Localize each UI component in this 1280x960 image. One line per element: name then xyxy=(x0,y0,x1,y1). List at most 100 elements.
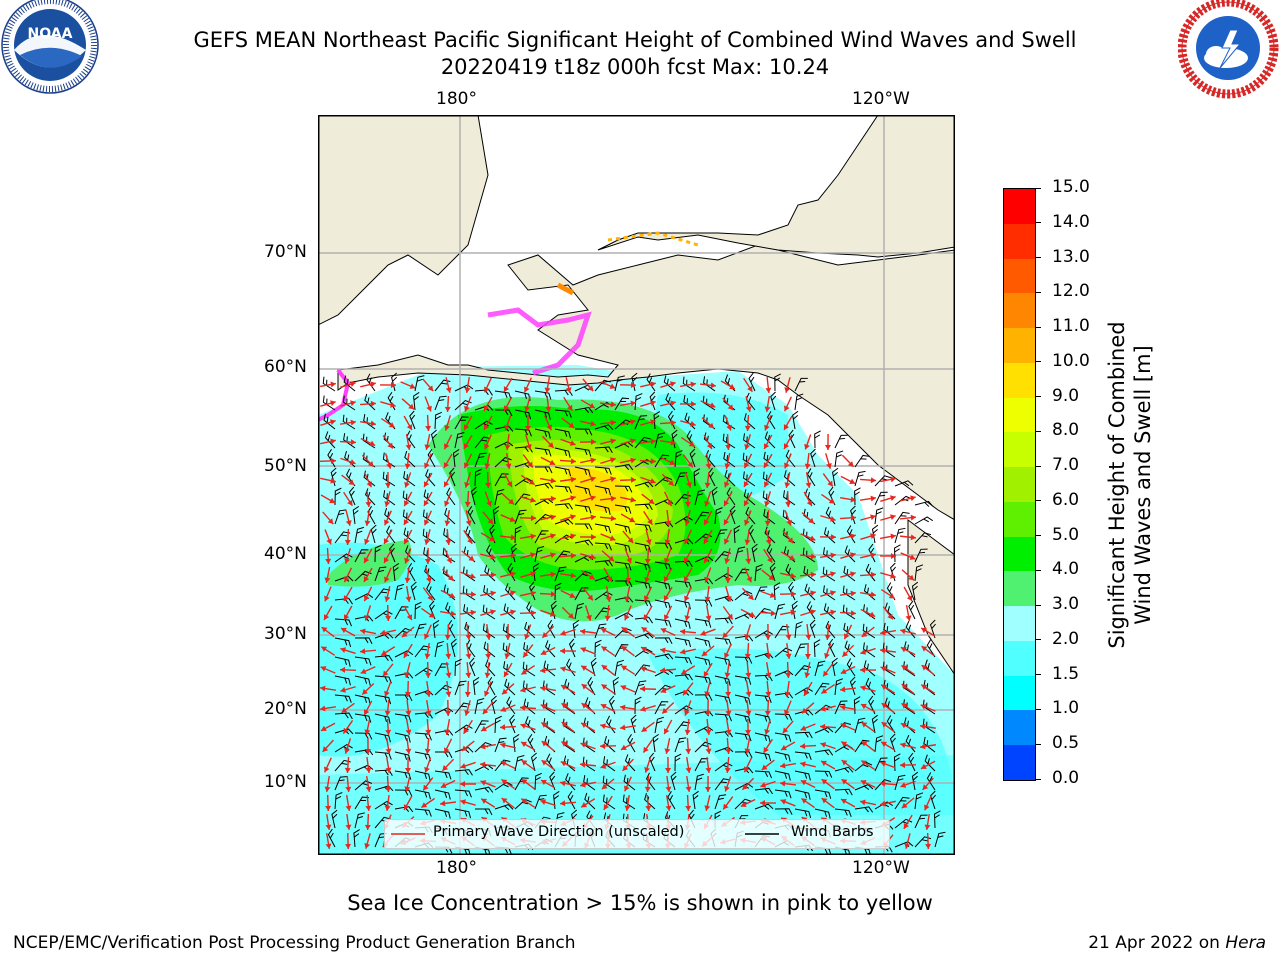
wind-barb xyxy=(763,508,776,525)
colorbar-cell xyxy=(1004,223,1035,259)
wave-direction-arrow xyxy=(759,610,777,617)
wind-barb xyxy=(534,772,543,791)
colorbar-cell xyxy=(1004,258,1035,294)
wind-barb xyxy=(605,715,616,734)
wave-direction-arrow xyxy=(679,628,697,635)
wave-direction-arrow xyxy=(319,381,337,388)
wave-direction-arrow xyxy=(804,434,812,450)
wave-direction-arrow xyxy=(840,723,856,731)
wave-direction-arrow xyxy=(645,529,652,545)
wind-barb xyxy=(354,637,373,645)
wind-barb xyxy=(754,803,774,810)
wind-barb xyxy=(523,642,536,658)
wave-direction-arrow xyxy=(540,456,556,466)
wave-direction-arrow xyxy=(524,396,531,412)
wave-direction-arrow xyxy=(485,623,492,641)
wave-direction-arrow xyxy=(465,510,472,526)
wind-barb xyxy=(754,586,768,601)
colorbar-tick-mark xyxy=(1035,500,1041,502)
wind-barb xyxy=(774,373,781,392)
wind-barb xyxy=(803,565,816,582)
wind-barb xyxy=(714,778,731,791)
wave-direction-arrow xyxy=(403,415,413,431)
wave-direction-arrow xyxy=(524,414,531,432)
wave-direction-arrow xyxy=(540,799,556,807)
wave-direction-arrow xyxy=(520,496,536,503)
colorbar-tick-mark xyxy=(1035,396,1041,398)
wind-barb xyxy=(590,657,597,677)
wave-direction-arrow xyxy=(680,381,696,388)
wind-barb xyxy=(554,428,571,439)
wind-barb xyxy=(894,796,910,810)
wave-direction-arrow xyxy=(839,496,857,503)
wave-direction-arrow xyxy=(899,762,917,769)
wave-direction-arrow xyxy=(780,762,796,769)
wave-direction-arrow xyxy=(665,509,672,527)
wave-direction-arrow xyxy=(765,376,772,394)
wave-direction-arrow xyxy=(724,776,732,792)
wave-direction-arrow xyxy=(765,529,772,545)
wave-direction-arrow xyxy=(405,434,412,450)
wave-direction-arrow xyxy=(319,457,337,464)
wind-barb xyxy=(364,393,376,411)
wave-direction-arrow xyxy=(643,510,653,526)
wave-direction-arrow xyxy=(860,779,876,789)
wave-direction-arrow xyxy=(482,701,494,715)
wind-barb xyxy=(834,450,844,468)
wave-direction-arrow xyxy=(744,738,751,754)
wave-direction-arrow xyxy=(684,529,692,545)
colorbar-tick-label: 12.0 xyxy=(1052,281,1090,302)
wind-barb xyxy=(663,375,676,392)
wind-barb xyxy=(652,733,659,753)
wind-barb xyxy=(674,656,693,665)
colorbar-cell xyxy=(1004,745,1035,781)
wave-direction-arrow xyxy=(704,699,711,717)
wind-barb xyxy=(494,390,512,400)
wave-direction-arrow xyxy=(900,780,916,788)
wind-barb xyxy=(434,411,442,430)
wave-direction-arrow xyxy=(500,514,516,522)
wave-direction-arrow xyxy=(539,667,557,674)
wind-barb xyxy=(654,716,664,734)
wind-barb xyxy=(334,743,353,753)
wave-direction-arrow xyxy=(503,472,513,488)
colorbar-cell xyxy=(1004,432,1035,468)
wave-direction-arrow xyxy=(684,586,692,602)
wave-direction-arrow xyxy=(599,419,617,426)
wave-direction-arrow xyxy=(382,435,394,449)
wind-barb xyxy=(654,618,672,628)
wave-direction-arrow xyxy=(663,567,673,583)
wind-barb xyxy=(554,503,573,510)
wind-barb xyxy=(454,724,473,734)
colorbar-tick-mark xyxy=(1035,361,1041,363)
wave-direction-arrow xyxy=(445,377,452,393)
wave-direction-arrow xyxy=(484,377,492,393)
wave-direction-arrow xyxy=(725,680,732,698)
wave-direction-arrow xyxy=(560,514,576,522)
wave-direction-arrow xyxy=(859,495,877,502)
wind-barb xyxy=(327,828,336,848)
wind-barb xyxy=(514,509,527,525)
wave-direction-arrow xyxy=(503,377,513,393)
wind-barb xyxy=(834,808,852,818)
wave-direction-arrow xyxy=(720,380,736,390)
wave-direction-arrow xyxy=(644,757,652,773)
wave-direction-arrow xyxy=(384,567,392,583)
wind-barb xyxy=(454,680,467,696)
wind-barb xyxy=(394,583,405,601)
wave-direction-arrow xyxy=(840,704,856,711)
wave-direction-arrow xyxy=(501,683,515,695)
wave-direction-arrow xyxy=(424,642,431,660)
wave-direction-arrow xyxy=(640,705,656,712)
wave-direction-arrow xyxy=(784,680,791,698)
wind-barb xyxy=(554,447,571,458)
wind-barb xyxy=(843,565,856,582)
wave-direction-arrow xyxy=(320,722,336,732)
wave-direction-arrow xyxy=(839,686,857,693)
wave-direction-arrow xyxy=(404,472,412,488)
wave-direction-arrow xyxy=(441,758,455,772)
wave-direction-arrow xyxy=(561,702,575,714)
wind-barb xyxy=(774,732,792,742)
wave-direction-arrow xyxy=(680,665,696,675)
colorbar-cell xyxy=(1004,362,1035,398)
